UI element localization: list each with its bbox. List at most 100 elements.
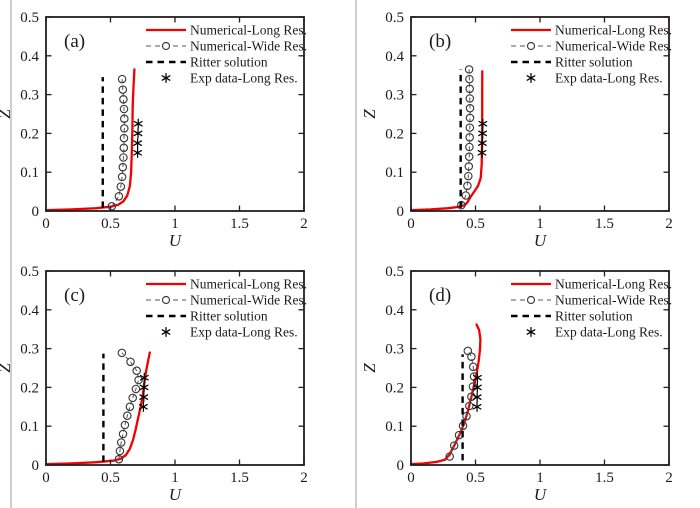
y-tick-label: 0.4 — [385, 49, 404, 65]
exp-asterisk-marker — [133, 128, 143, 139]
legend-entry: Numerical-Wide Res. — [511, 293, 672, 308]
exp-asterisk-marker — [139, 392, 149, 403]
legend-entry: Ritter solution — [146, 309, 268, 324]
y-tick-label: 0.5 — [20, 10, 39, 26]
y-tick-label: 0.2 — [385, 126, 404, 142]
series-numerical-wide-res — [114, 348, 143, 464]
legend: Numerical-Long Res.Numerical-Wide Res.Ri… — [146, 277, 307, 340]
circle-marker — [119, 95, 128, 104]
tick-labels: 0 0.5 1 1.5 2 0 0.1 0.2 0.3 0.4 0.5 — [385, 264, 673, 486]
panel-letter: (d) — [429, 285, 451, 306]
exp-asterisk-marker — [139, 372, 149, 383]
legend-asterisk-icon — [526, 326, 536, 338]
legend-entry: Exp data-Long Res. — [526, 325, 663, 340]
circle-marker — [445, 452, 454, 461]
legend-circle-marker-icon — [161, 295, 171, 305]
legend-label: Exp data-Long Res. — [555, 325, 663, 340]
legend-entry: Exp data-Long Res. — [161, 71, 298, 86]
y-tick-label: 0.4 — [20, 49, 39, 65]
exp-asterisk-marker — [133, 138, 143, 149]
x-axis-label: U — [169, 485, 183, 504]
axis-ticks — [45, 270, 305, 466]
y-tick-label: 0.3 — [385, 342, 404, 358]
circle-marker — [465, 133, 474, 142]
legend-label: Ritter solution — [555, 309, 633, 324]
y-tick-label: 0.4 — [20, 303, 39, 319]
x-tick-label: 1 — [536, 470, 544, 486]
legend-entry: Numerical-Long Res. — [511, 23, 672, 38]
legend-label: Numerical-Wide Res. — [190, 39, 307, 54]
x-axis-label: U — [169, 231, 183, 250]
legend-label: Numerical-Long Res. — [190, 277, 307, 292]
x-tick-label: 2 — [665, 216, 673, 232]
circle-marker — [117, 172, 127, 182]
y-tick-label: 0.5 — [385, 264, 404, 280]
circle-marker — [128, 393, 137, 403]
series-exp-data-long-res — [477, 118, 488, 158]
panel-letter: (c) — [64, 285, 85, 306]
legend-entry: Numerical-Wide Res. — [146, 39, 307, 54]
circle-marker — [462, 411, 471, 421]
axis-ticks — [45, 16, 305, 212]
circle-marker — [120, 114, 129, 123]
circle-marker — [114, 192, 124, 201]
legend-label: Numerical-Long Res. — [190, 23, 307, 38]
circle-marker — [126, 357, 135, 367]
y-tick-label: 0.2 — [20, 380, 39, 396]
legend-entry: Ritter solution — [146, 55, 268, 70]
legend-entry: Exp data-Long Res. — [161, 325, 298, 340]
page-edge-rule-left — [10, 0, 12, 508]
circle-marker — [119, 133, 129, 143]
chart-panel-b: 0 0.5 1 1.5 2 0 0.1 0.2 0.3 0.4 0.5 U Z (b) Numerical-… — [360, 10, 673, 250]
circle-marker — [132, 366, 141, 375]
circle-marker — [117, 74, 127, 84]
y-tick-label: 0 — [397, 458, 405, 474]
y-axis-label: Z — [360, 109, 379, 119]
legend-label: Ritter solution — [190, 55, 268, 70]
legend-entry: Ritter solution — [511, 55, 633, 70]
circle-marker — [120, 420, 130, 430]
series-numerical-long-res — [44, 351, 151, 466]
y-tick-label: 0 — [397, 204, 405, 220]
exp-asterisk-marker — [133, 118, 143, 129]
circle-marker — [116, 438, 126, 447]
legend-label: Numerical-Long Res. — [555, 277, 672, 292]
x-tick-label: 0.5 — [101, 216, 120, 232]
y-axis-label: Z — [0, 363, 14, 373]
y-tick-label: 0.3 — [385, 88, 404, 104]
x-axis-label: U — [534, 231, 548, 250]
exp-asterisk-marker — [139, 382, 149, 393]
legend-entry: Numerical-Long Res. — [146, 277, 307, 292]
x-tick-label: 0.5 — [466, 470, 485, 486]
legend-entry: Exp data-Long Res. — [526, 71, 663, 86]
circle-marker — [118, 429, 128, 439]
circle-marker — [123, 411, 132, 420]
circle-marker — [465, 103, 475, 113]
y-tick-label: 0 — [32, 458, 40, 474]
circle-marker — [465, 84, 474, 94]
chart-panel-c: 0 0.5 1 1.5 2 0 0.1 0.2 0.3 0.4 0.5 U Z (c) Numerical-… — [0, 264, 308, 504]
legend-asterisk-icon — [161, 72, 171, 84]
panel-letter: (a) — [64, 31, 85, 52]
y-tick-label: 0.1 — [385, 165, 404, 181]
exp-asterisk-marker — [477, 138, 487, 149]
circle-marker — [119, 104, 129, 114]
tick-labels: 0 0.5 1 1.5 2 0 0.1 0.2 0.3 0.4 0.5 — [385, 10, 673, 232]
legend-label: Exp data-Long Res. — [190, 71, 298, 86]
circle-marker — [114, 454, 124, 464]
circle-marker — [467, 392, 476, 401]
x-tick-label: 0 — [42, 216, 50, 232]
legend-circle-marker-icon — [526, 41, 536, 51]
y-tick-label: 0.3 — [20, 342, 39, 358]
circle-marker — [465, 113, 475, 123]
circle-marker — [463, 346, 473, 356]
x-tick-label: 0 — [42, 470, 50, 486]
x-tick-label: 2 — [300, 216, 308, 232]
exp-asterisk-marker — [478, 128, 488, 139]
circle-marker — [449, 441, 459, 450]
y-tick-label: 0.4 — [385, 303, 404, 319]
circle-marker — [465, 142, 474, 152]
legend-entry: Numerical-Wide Res. — [511, 39, 672, 54]
chart-panel-a: 0 0.5 1 1.5 2 0 0.1 0.2 0.3 0.4 0.5 U Z (a) Numerical-… — [0, 10, 308, 250]
